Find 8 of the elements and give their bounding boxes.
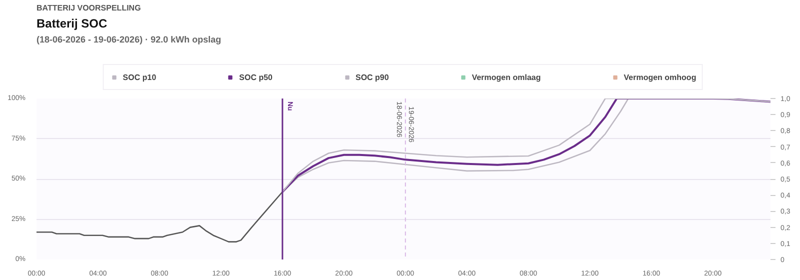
legend-label: SOC p10 [122,72,156,82]
chart-title: Batterij SOC [36,16,108,30]
legend-label: SOC p50 [239,72,272,82]
legend-label: SOC p90 [355,72,389,82]
chart-subtitle: (18-06-2026 - 19-06-2026) · 92.0 kWh opslag [36,34,222,44]
legend-label: Vermogen omhoog [624,72,696,82]
text: BATTERIJ VOORSPELLING [36,4,141,12]
legend-label: Vermogen omlaag [472,72,541,82]
